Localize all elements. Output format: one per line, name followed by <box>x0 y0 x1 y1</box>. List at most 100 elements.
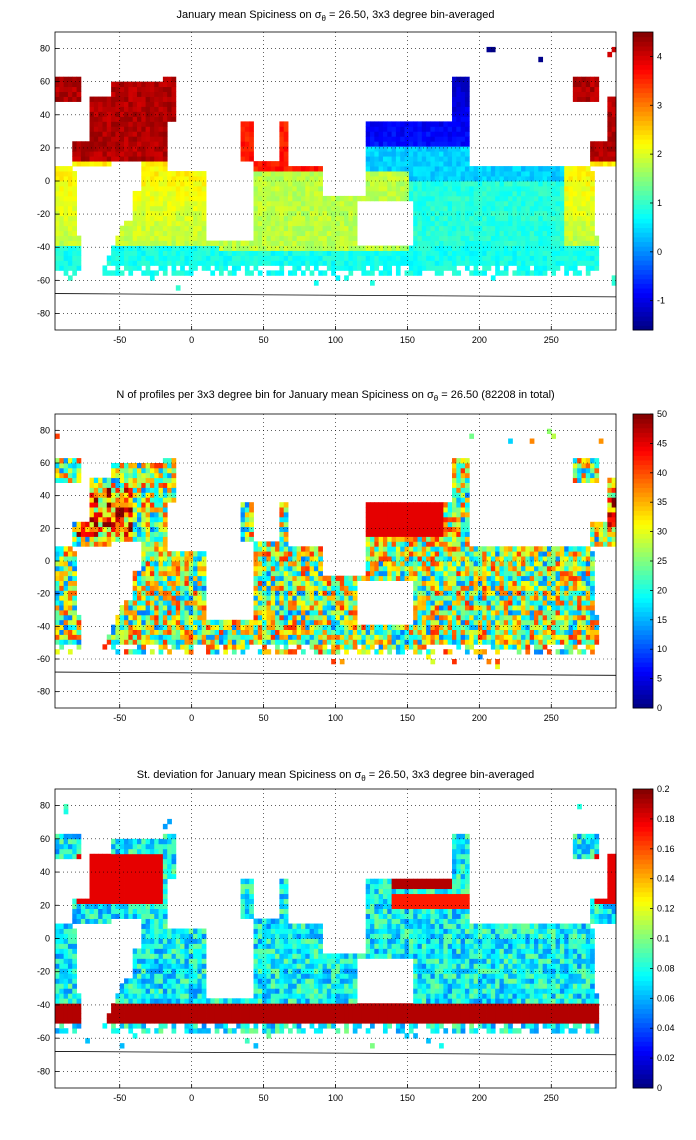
heatmap-cell <box>141 260 147 266</box>
heatmap-cell <box>132 536 138 542</box>
heatmap-cell <box>456 610 462 616</box>
heatmap-cell <box>262 240 267 246</box>
heatmap-cell <box>370 507 375 513</box>
heatmap-cell <box>365 565 371 572</box>
heatmap-cell <box>344 624 349 630</box>
heatmap-cell <box>542 240 548 246</box>
heatmap-cell <box>391 260 397 266</box>
heatmap-cell <box>452 210 457 217</box>
heatmap-cell <box>534 240 539 246</box>
heatmap-cell <box>508 220 513 227</box>
heatmap-cell <box>508 235 513 241</box>
heatmap-cell <box>361 624 367 630</box>
heatmap-cell <box>184 185 190 192</box>
heatmap-cell <box>141 230 147 237</box>
heatmap-cell <box>404 624 410 630</box>
heatmap-cell <box>197 565 203 572</box>
heatmap-cell <box>67 458 73 464</box>
heatmap-cell <box>197 634 203 640</box>
heatmap-cell <box>136 156 142 162</box>
heatmap-cell <box>270 270 276 276</box>
heatmap-cell <box>335 265 341 271</box>
heatmap-cell <box>102 507 108 513</box>
heatmap-cell <box>434 161 440 167</box>
heatmap-cell <box>434 595 440 601</box>
heatmap-cell <box>318 624 323 630</box>
heatmap-cell <box>482 171 487 177</box>
heatmap-cell <box>283 580 289 586</box>
heatmap-cell <box>149 477 155 483</box>
heatmap-cell <box>98 161 103 167</box>
heatmap-cell <box>357 649 362 655</box>
heatmap-cell <box>162 81 168 88</box>
heatmap-cell <box>413 619 418 626</box>
heatmap-cell <box>59 210 65 217</box>
heatmap-cell <box>452 171 457 177</box>
heatmap-cell <box>335 200 341 207</box>
heatmap-cell <box>387 507 392 513</box>
heatmap-cell <box>162 507 168 513</box>
heatmap-cell <box>300 551 306 557</box>
heatmap-cell <box>486 255 492 261</box>
heatmap-cell <box>197 200 203 207</box>
heatmap-cell <box>413 590 418 596</box>
heatmap-cell <box>162 156 168 162</box>
heatmap-cell <box>581 96 587 102</box>
heatmap-cell <box>495 205 500 212</box>
heatmap-cell <box>149 210 155 217</box>
heatmap-cell <box>464 225 470 232</box>
heatmap-cell <box>318 220 323 227</box>
heatmap-cell <box>421 190 427 197</box>
heatmap-cell <box>296 634 302 640</box>
heatmap-cell <box>348 605 354 611</box>
heatmap-cell <box>59 220 65 227</box>
heatmap-cell <box>171 255 177 261</box>
heatmap-cell <box>331 220 336 227</box>
heatmap-cell <box>447 156 453 162</box>
heatmap-cell <box>158 526 164 532</box>
heatmap-cell <box>456 644 462 650</box>
heatmap-cell <box>149 467 155 474</box>
heatmap-cell <box>370 171 375 177</box>
heatmap-cell <box>132 250 138 256</box>
heatmap-cell <box>158 215 164 222</box>
heatmap-cell <box>132 502 138 508</box>
heatmap-cell <box>482 181 487 187</box>
heatmap-cell <box>568 176 574 182</box>
heatmap-cell <box>413 507 418 513</box>
heatmap-cell <box>361 245 367 251</box>
heatmap-cell <box>499 176 505 182</box>
heatmap-cell <box>80 146 86 152</box>
heatmap-cell <box>257 575 263 581</box>
heatmap-cell <box>283 205 289 212</box>
heatmap-cell <box>313 220 319 227</box>
heatmap-cell <box>318 595 323 601</box>
heatmap-cell <box>439 600 444 606</box>
heatmap-cell <box>249 619 254 626</box>
heatmap-cell <box>162 610 168 616</box>
heatmap-cell <box>365 624 371 630</box>
heatmap-cell <box>525 220 531 227</box>
colorbar-swatch <box>633 32 653 38</box>
heatmap-cell <box>382 575 388 581</box>
heatmap-cell <box>443 250 449 256</box>
heatmap-cell <box>124 250 129 256</box>
heatmap-cell <box>534 255 539 261</box>
heatmap-cell <box>486 171 492 177</box>
heatmap-cell <box>279 595 285 601</box>
heatmap-cell <box>590 255 595 261</box>
heatmap-cell <box>452 546 457 552</box>
heatmap-cell <box>300 561 306 567</box>
heatmap-cell <box>55 210 60 217</box>
heatmap-cell <box>534 250 539 256</box>
heatmap-cell <box>119 91 125 97</box>
heatmap-cell <box>106 260 112 266</box>
heatmap-cell <box>335 255 341 261</box>
heatmap-cell <box>171 96 177 102</box>
heatmap-cell <box>577 76 582 83</box>
heatmap-cell <box>184 240 190 246</box>
heatmap-cell <box>63 634 69 640</box>
heatmap-cell <box>508 225 513 232</box>
x-tick-label: 250 <box>544 335 559 345</box>
heatmap-cell <box>382 565 388 572</box>
